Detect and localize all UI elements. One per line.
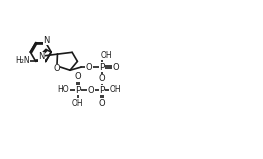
Text: OH: OH	[72, 99, 84, 108]
Text: O: O	[88, 86, 94, 95]
Text: HO: HO	[58, 85, 69, 94]
Text: P: P	[75, 86, 80, 95]
Text: P: P	[99, 86, 105, 95]
Text: O: O	[99, 99, 105, 108]
Text: OH: OH	[110, 85, 121, 94]
Text: N: N	[43, 36, 49, 45]
Text: O: O	[99, 74, 105, 83]
Text: O: O	[75, 72, 81, 81]
Text: P: P	[99, 63, 105, 72]
Text: O: O	[85, 63, 92, 72]
Text: OH: OH	[100, 51, 112, 60]
Text: N: N	[38, 52, 45, 61]
Text: H₂N: H₂N	[15, 56, 29, 66]
Text: O: O	[113, 63, 119, 72]
Text: O: O	[53, 64, 60, 73]
